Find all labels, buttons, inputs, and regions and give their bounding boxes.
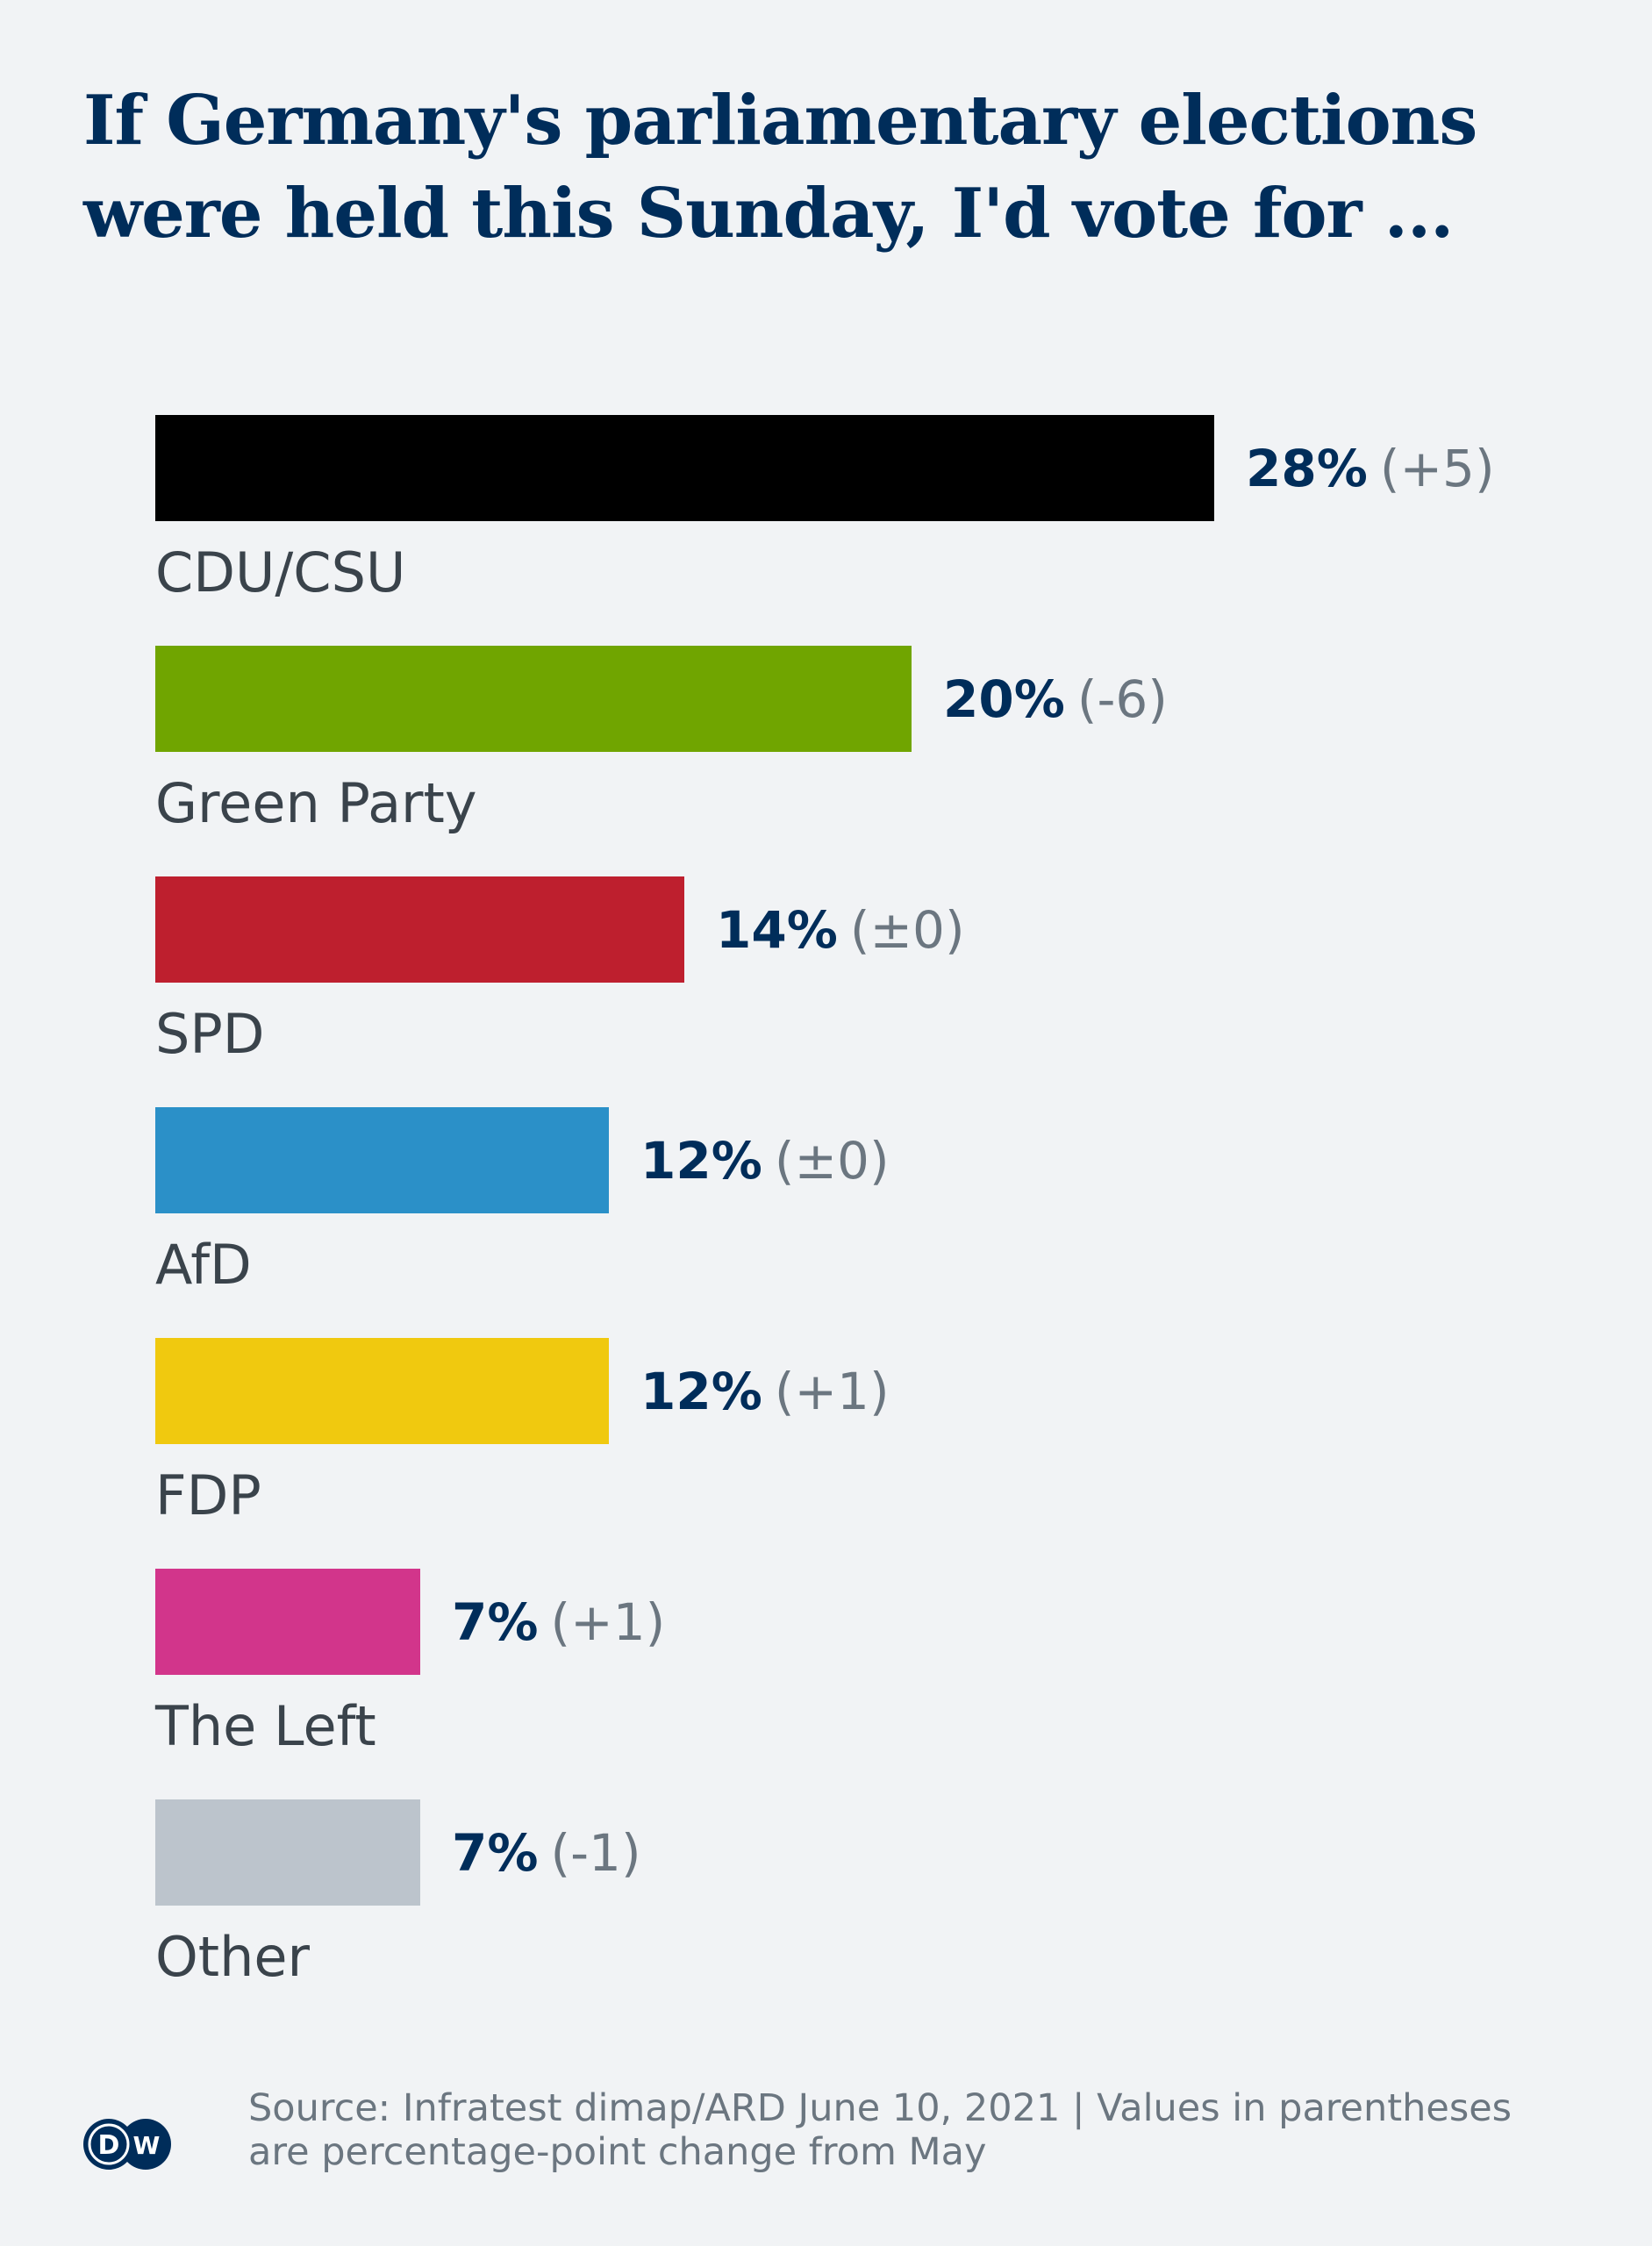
change-value: (+1) (550, 1592, 666, 1652)
bar (155, 1107, 609, 1213)
party-label: Other (155, 1925, 311, 1989)
bar-row: 7% (-1) Other (155, 1799, 1603, 2010)
dw-logo-icon: D W (83, 2119, 171, 2170)
value-label: 12% (+1) (640, 1361, 890, 1422)
bar-row: 7% (+1) The Left (155, 1569, 1603, 1779)
value-label: 7% (+1) (452, 1592, 665, 1653)
party-label: CDU/CSU (155, 540, 406, 604)
percent-value: 7% (452, 1823, 539, 1883)
change-value: (-1) (550, 1823, 641, 1883)
svg-text:W: W (133, 2131, 161, 2160)
change-value: (-6) (1076, 669, 1168, 729)
percent-value: 7% (452, 1592, 539, 1652)
svg-text:D: D (98, 2130, 120, 2161)
bar (155, 1338, 609, 1444)
bar (155, 415, 1214, 521)
change-value: (+1) (774, 1362, 890, 1421)
bar-row: 14% (±0) SPD (155, 876, 1603, 1087)
bar-row: 12% (+1) FDP (155, 1338, 1603, 1549)
chart-title: If Germany's parliamentary elections wer… (83, 81, 1477, 254)
value-label: 20% (-6) (943, 669, 1168, 730)
bar (155, 646, 912, 752)
party-label: AfD (155, 1233, 252, 1297)
change-value: (±0) (849, 900, 965, 960)
change-value: (+5) (1379, 439, 1495, 498)
value-label: 12% (±0) (640, 1130, 890, 1191)
party-label: Green Party (155, 771, 477, 835)
bar (155, 876, 684, 983)
party-label: The Left (155, 1694, 376, 1758)
change-value: (±0) (774, 1131, 890, 1191)
value-label: 7% (-1) (452, 1822, 641, 1884)
source-note: Source: Infratest dimap/ARD June 10, 202… (248, 2086, 1513, 2174)
party-label: SPD (155, 1002, 265, 1066)
bar (155, 1799, 420, 1906)
percent-value: 14% (716, 900, 838, 960)
bar-row: 20% (-6) Green Party (155, 646, 1603, 856)
bar-row: 12% (±0) AfD (155, 1107, 1603, 1318)
party-label: FDP (155, 1463, 261, 1527)
percent-value: 20% (943, 669, 1065, 729)
percent-value: 12% (640, 1362, 762, 1421)
bar (155, 1569, 420, 1675)
bar-row: 28% (+5) CDU/CSU (155, 415, 1603, 626)
value-label: 28% (+5) (1246, 438, 1495, 499)
percent-value: 28% (1246, 439, 1368, 498)
percent-value: 12% (640, 1131, 762, 1191)
value-label: 14% (±0) (716, 899, 965, 961)
